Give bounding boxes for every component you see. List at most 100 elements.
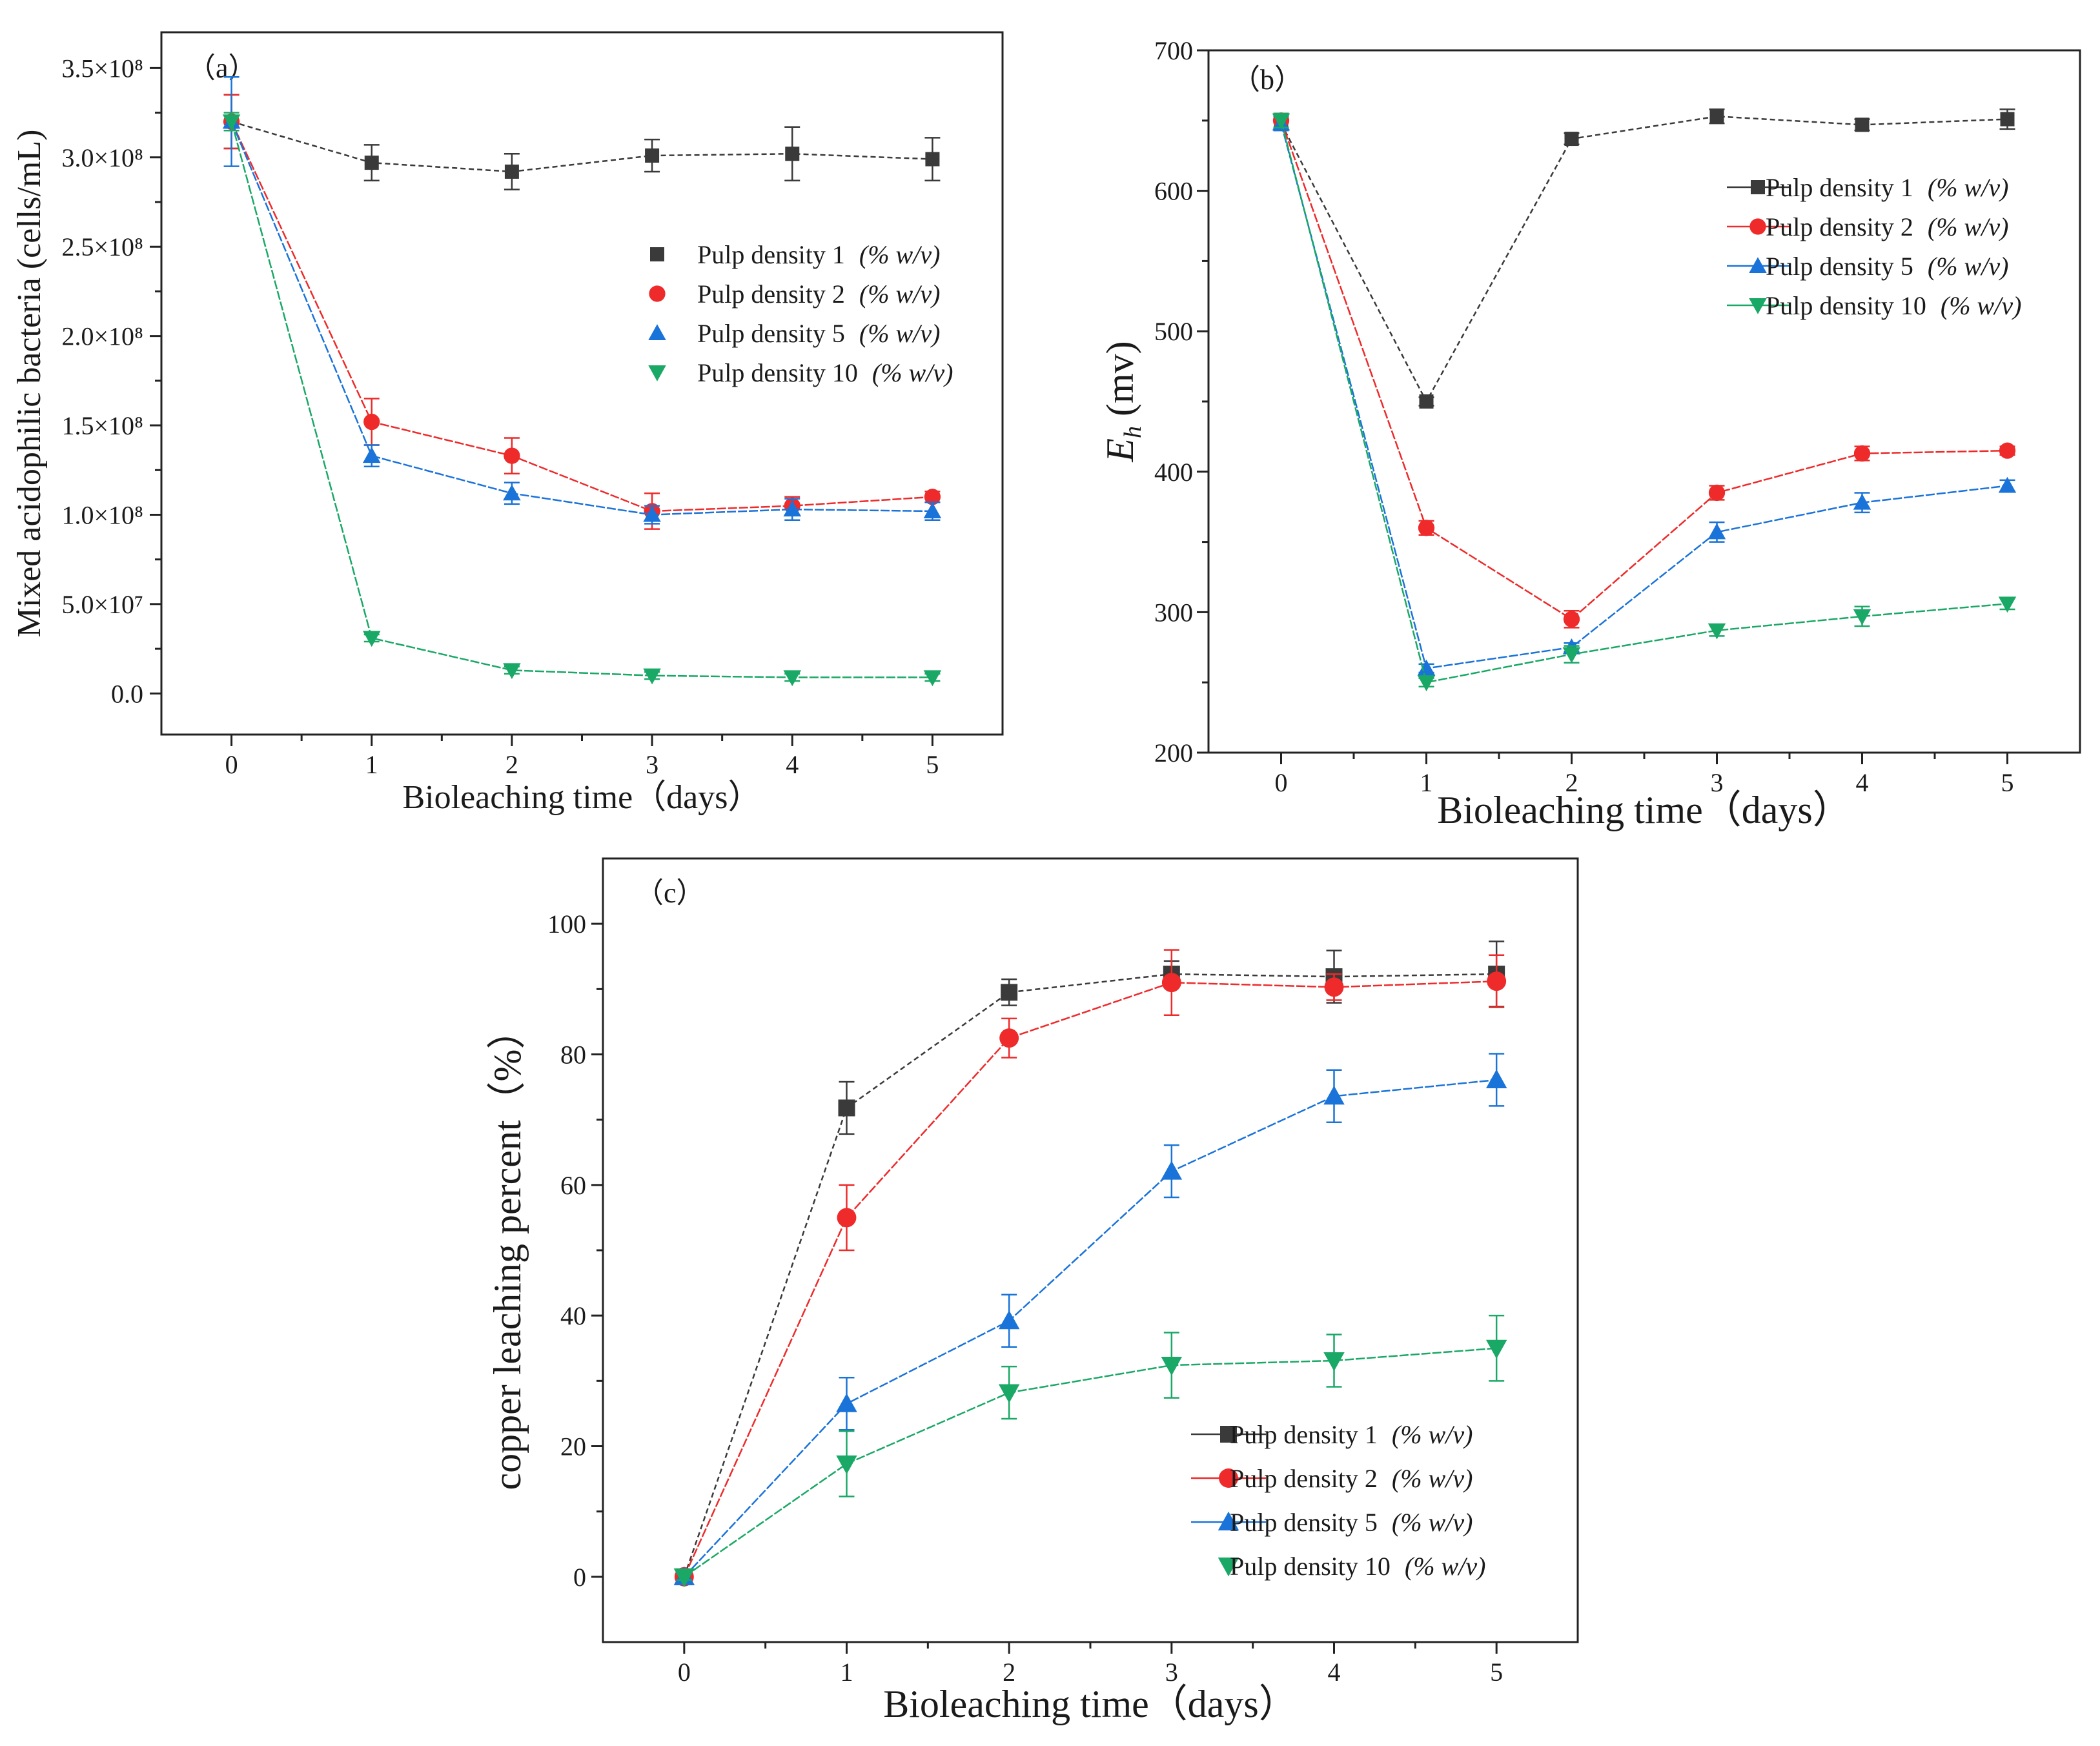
series-line — [1280, 116, 2008, 403]
data-point — [504, 164, 519, 179]
y-tick-label: 100 — [547, 909, 586, 939]
y-tick-label: 3.0×10⁸ — [61, 143, 143, 172]
y-tick-label: 400 — [1154, 458, 1193, 487]
series-line — [683, 1079, 1497, 1578]
y-axis-title: Mixed acidophilic bacteria (cells/mL) — [11, 130, 48, 638]
x-tick-label: 4 — [786, 750, 799, 779]
data-point — [1417, 675, 1436, 691]
data-point — [1417, 659, 1436, 676]
y-tick-label: 80 — [560, 1040, 586, 1070]
data-point — [1564, 132, 1579, 147]
x-axis-title: Bioleaching time（days） — [402, 779, 761, 816]
series-pulp-density-2 — [674, 949, 1507, 1587]
legend-label: Pulp density 5 (% w/v) — [697, 319, 940, 348]
y-tick-label: 60 — [560, 1171, 586, 1200]
series-pulp-density-1 — [223, 94, 941, 190]
data-point — [504, 447, 520, 464]
legend-marker — [1218, 1558, 1239, 1577]
series-line — [1280, 120, 2008, 684]
series-pulp-density-2 — [223, 94, 941, 530]
legend-name: Pulp density 5 — [697, 319, 845, 348]
data-point — [222, 114, 241, 131]
legend-name: Pulp density 1 — [1230, 1420, 1378, 1449]
data-point — [1161, 973, 1181, 993]
legend-label: Pulp density 10 (% w/v) — [1766, 291, 2021, 320]
data-point — [783, 670, 801, 687]
data-point — [1855, 117, 1870, 132]
legend-marker — [1749, 257, 1767, 273]
data-point — [1563, 611, 1580, 627]
legend-unit: (% w/v) — [859, 240, 941, 269]
data-point — [1323, 1352, 1345, 1372]
y-tick-label: 1.0×10⁸ — [61, 500, 143, 529]
data-point — [1853, 445, 1871, 462]
series-line — [1280, 120, 2008, 620]
legend-name: Pulp density 5 — [1230, 1508, 1378, 1537]
x-tick-label: 4 — [1856, 768, 1869, 797]
data-point — [645, 148, 660, 163]
legend-label: Pulp density 1 (% w/v) — [1230, 1420, 1473, 1449]
data-point — [999, 1028, 1019, 1048]
data-point — [364, 156, 379, 170]
panel-label: （c） — [635, 877, 705, 909]
data-point — [643, 668, 661, 685]
legend-name: Pulp density 2 — [697, 279, 845, 309]
legend-marker — [648, 365, 666, 381]
legend-marker — [1749, 298, 1767, 314]
data-point — [1485, 1339, 1507, 1359]
series-line — [230, 121, 933, 513]
y-axis-title: Eh (mv) — [1099, 341, 1147, 462]
data-point — [923, 502, 942, 518]
legend-name: Pulp density 10 — [1766, 291, 1926, 320]
legend-unit: (% w/v) — [859, 279, 941, 309]
data-point — [1324, 977, 1344, 997]
data-point — [1853, 493, 1871, 510]
data-point — [783, 500, 801, 517]
series-pulp-density-5 — [673, 1053, 1507, 1585]
series-pulp-density-5 — [222, 76, 942, 525]
legend-label: Pulp density 5 (% w/v) — [1230, 1508, 1473, 1537]
legend-label: Pulp density 1 (% w/v) — [697, 240, 940, 269]
x-tick-label: 0 — [678, 1658, 691, 1687]
legend-label: Pulp density 10 (% w/v) — [697, 358, 953, 387]
data-point — [1853, 609, 1871, 625]
data-point — [363, 447, 381, 463]
data-point — [1708, 523, 1726, 540]
series-line — [1280, 123, 2008, 669]
y-axis-title: copper leaching percent（%） — [486, 1011, 529, 1490]
legend-unit: (% w/v) — [1405, 1552, 1486, 1581]
data-point — [1999, 442, 2016, 459]
panel-a: 0 1 2 3 4 5 0.0 5.0×10⁷ 1.0×10⁸ 1.5×10⁸ 2.0×10⁸ 2.5… — [11, 31, 1004, 816]
series-line — [683, 973, 1497, 1578]
series-line — [683, 980, 1497, 1578]
data-point — [1419, 394, 1434, 409]
legend-name: Pulp density 2 — [1230, 1464, 1378, 1493]
x-tick-label: 3 — [646, 750, 658, 779]
data-point — [924, 489, 941, 505]
data-point — [643, 505, 661, 522]
legend-marker — [648, 324, 666, 340]
legend-marker — [650, 247, 664, 261]
legend-marker — [1220, 1426, 1237, 1443]
y-tick-label: 0.0 — [111, 679, 143, 708]
x-tick-label: 3 — [1165, 1658, 1178, 1687]
legend-marker — [1219, 1468, 1238, 1488]
y-tick-label: 2.5×10⁸ — [61, 232, 143, 261]
plot-frame — [1207, 49, 2081, 754]
legend-unit: (% w/v) — [859, 319, 941, 348]
y-tick-label: 300 — [1154, 598, 1193, 627]
y-tick-label: 40 — [560, 1301, 586, 1330]
x-tick-label: 1 — [1420, 768, 1433, 797]
data-point — [363, 413, 380, 431]
data-point — [837, 1208, 857, 1228]
x-tick-label: 2 — [1565, 768, 1578, 797]
series-line — [684, 1347, 1497, 1578]
legend-name: Pulp density 10 — [1230, 1552, 1391, 1581]
panel-b: 0 1 2 3 4 5 200 300 400 500 600 700 Bioleaching time… — [1099, 36, 2081, 831]
x-tick-label: 1 — [365, 750, 378, 779]
legend-unit: (% w/v) — [1928, 173, 2009, 202]
data-point — [503, 484, 521, 501]
legend-unit: (% w/v) — [1392, 1508, 1473, 1537]
x-tick-label: 5 — [2001, 768, 2014, 797]
